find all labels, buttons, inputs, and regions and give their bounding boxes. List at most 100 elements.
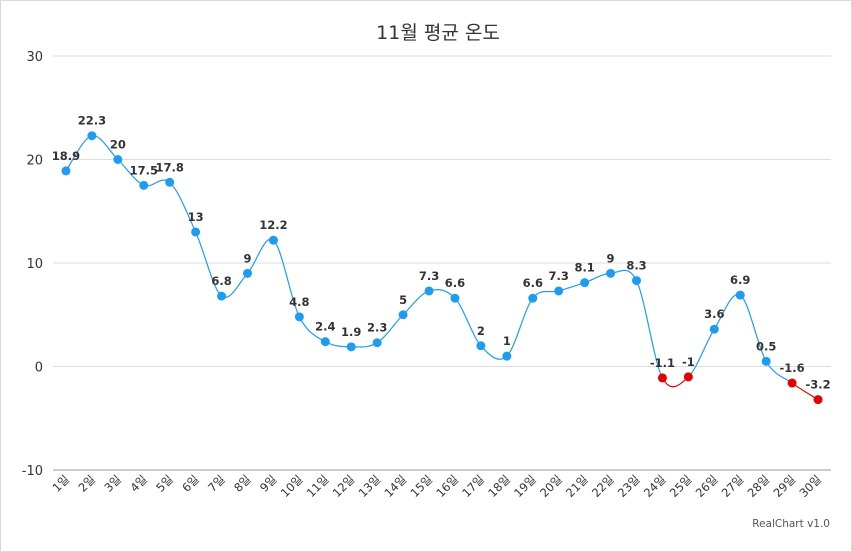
data-label: 17.8 [156,160,184,174]
data-point[interactable] [346,342,356,352]
x-tick-label: 21일 [563,472,591,500]
data-label: 2.3 [367,321,387,335]
data-label: -1.6 [780,361,805,375]
data-point[interactable] [268,235,278,245]
y-tick-label: 0 [35,361,43,376]
data-label: 17.5 [130,163,158,177]
data-point[interactable] [61,166,71,176]
series-line-segment [169,181,197,233]
data-label: 6.9 [730,273,750,287]
data-point[interactable] [632,276,641,286]
data-label: 18.9 [52,149,80,163]
data-label: 3.6 [704,307,724,321]
data-label: -3.2 [805,378,830,392]
y-tick-label: 30 [26,50,43,65]
data-label: -1.1 [650,356,675,370]
data-point[interactable] [113,155,123,164]
x-tick-label: 15일 [407,472,435,500]
y-tick-label: 10 [26,257,43,272]
chart-title: 11월 평균 온도 [376,22,500,44]
x-tick-label: 26일 [693,472,721,500]
x-tick-label: 30일 [796,472,824,500]
data-label: 7.3 [549,269,569,283]
y-tick-label: 20 [26,154,43,169]
data-point[interactable] [657,373,667,383]
data-point[interactable] [191,227,201,237]
x-tick-label: 13일 [356,472,384,500]
data-point[interactable] [787,378,797,388]
x-tick-label: 29일 [770,472,798,500]
x-tick-label: 9일 [257,472,280,495]
data-label: 6.6 [523,276,543,290]
data-label: 9 [243,251,251,265]
data-point[interactable] [502,351,512,361]
series-line-segment [454,297,482,347]
x-tick-label: 6일 [179,472,202,495]
x-tick-label: 19일 [511,472,539,500]
x-tick-label: 14일 [381,472,409,500]
data-point[interactable] [476,341,486,351]
data-point[interactable] [606,268,616,278]
x-tick-label: 1일 [50,472,73,495]
x-tick-label: 22일 [589,472,617,500]
x-tick-label: 11일 [304,472,332,500]
data-label: 8.1 [574,261,594,275]
data-label: 13 [188,210,204,224]
x-tick-label: 5일 [153,472,176,495]
data-label: 12.2 [259,218,287,232]
x-tick-label: 16일 [433,472,461,500]
data-point[interactable] [683,372,693,382]
x-tick-label: 23일 [615,472,643,500]
data-point[interactable] [813,395,823,405]
data-point[interactable] [709,324,719,334]
x-tick-label: 3일 [101,472,124,495]
data-point[interactable] [554,286,564,296]
data-point[interactable] [372,338,382,348]
credit-text: RealChart v1.0 [752,518,830,530]
data-label: -1 [682,355,695,369]
data-label: 7.3 [419,269,439,283]
data-point[interactable] [139,180,149,190]
data-label: 4.8 [289,295,309,309]
data-point[interactable] [294,312,304,322]
x-tick-label: 17일 [459,472,487,500]
data-point[interactable] [735,290,745,300]
x-tick-label: 4일 [127,472,150,495]
series-line-segment [635,280,663,379]
data-label: 5 [399,293,407,307]
data-point[interactable] [320,337,330,347]
data-label: 1.9 [341,325,361,339]
x-tick-label: 24일 [641,472,669,500]
data-label: 20 [110,138,126,152]
x-tick-label: 28일 [745,472,773,500]
data-point[interactable] [424,286,434,296]
data-point[interactable] [528,293,538,303]
data-point[interactable] [217,291,227,301]
data-point[interactable] [450,293,460,303]
data-point[interactable] [87,131,97,141]
x-tick-label: 2일 [75,472,98,495]
x-tick-label: 8일 [231,472,254,495]
data-label: 9 [607,251,615,265]
data-point[interactable] [580,278,590,288]
series-line-segment [687,328,715,378]
data-point[interactable] [165,177,175,187]
data-label: 6.6 [445,276,465,290]
x-tick-label: 25일 [667,472,695,500]
data-point[interactable] [761,356,771,366]
data-label: 8.3 [626,259,646,273]
x-tick-label: 7일 [205,472,228,495]
data-label: 1 [503,334,511,348]
x-tick-label: 12일 [330,472,358,500]
data-point[interactable] [398,310,408,320]
x-tick-label: 20일 [537,472,565,500]
data-label: 2.4 [315,320,335,334]
data-label: 22.3 [78,114,106,128]
x-tick-label: 10일 [278,472,306,500]
data-point[interactable] [243,268,252,278]
x-tick-label: 27일 [719,472,747,500]
data-label: 2 [477,324,485,338]
y-tick-label: -10 [22,464,43,479]
